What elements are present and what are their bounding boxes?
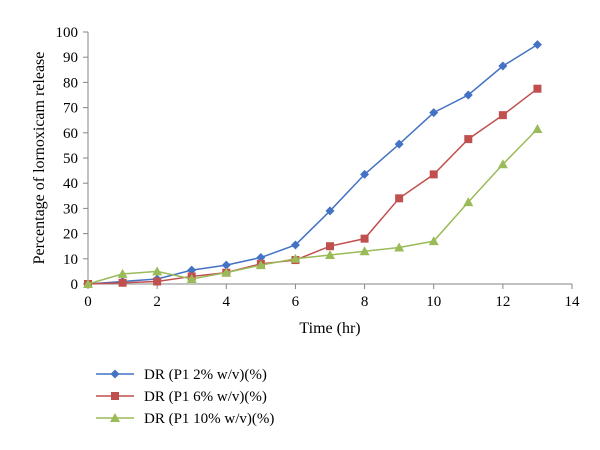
x-tick-label: 2 xyxy=(153,294,161,310)
legend-marker xyxy=(110,369,120,379)
legend-item: DR (P1 6% w/v)(%) xyxy=(96,389,267,405)
y-axis-ticks: 0 10 20 30 40 50 60 70 80 90 100 xyxy=(56,25,88,293)
y-tick-label: 10 xyxy=(63,252,78,268)
data-point xyxy=(359,246,370,256)
y-tick-label: 70 xyxy=(63,101,78,117)
data-point xyxy=(256,253,266,263)
legend-marker xyxy=(111,392,119,400)
data-point xyxy=(464,135,473,144)
series-line xyxy=(87,128,538,285)
data-point xyxy=(394,139,404,149)
x-tick-label: 14 xyxy=(565,294,581,310)
y-tick-label: 20 xyxy=(63,227,78,243)
data-point xyxy=(532,40,542,50)
data-point xyxy=(187,265,197,275)
data-point xyxy=(497,159,508,169)
data-point xyxy=(395,194,404,203)
data-point xyxy=(152,266,163,276)
x-tick-label: 4 xyxy=(223,294,231,310)
data-point xyxy=(153,277,162,286)
data-point xyxy=(429,108,439,118)
data-point xyxy=(428,236,439,246)
legend-label: DR (P1 2% w/v)(%) xyxy=(144,367,267,383)
data-point xyxy=(463,90,473,100)
legend-marker xyxy=(110,413,120,422)
x-tick-label: 12 xyxy=(495,294,510,310)
legend-item: DR (P1 2% w/v)(%) xyxy=(96,367,267,383)
y-tick-label: 40 xyxy=(63,176,78,192)
y-tick-label: 30 xyxy=(63,201,78,217)
data-point xyxy=(429,170,438,179)
series-line xyxy=(87,43,538,285)
data-point xyxy=(325,250,335,260)
series-3 xyxy=(83,124,543,288)
data-point xyxy=(532,124,543,134)
data-point xyxy=(118,278,127,287)
x-tick-label: 6 xyxy=(292,294,300,310)
data-point xyxy=(290,240,300,250)
data-point xyxy=(221,260,231,270)
data-point xyxy=(255,260,266,270)
legend-label: DR (P1 6% w/v)(%) xyxy=(144,389,267,405)
x-tick-label: 8 xyxy=(361,294,369,310)
data-point xyxy=(325,206,335,216)
data-point xyxy=(498,61,508,71)
y-tick-label: 80 xyxy=(63,75,78,91)
legend: DR (P1 2% w/v)(%) DR (P1 6% w/v)(%) DR (P1… xyxy=(96,367,274,427)
data-point xyxy=(498,111,507,120)
data-point xyxy=(394,242,405,252)
series-line xyxy=(87,88,538,285)
legend-label: DR (P1 10% w/v)(%) xyxy=(144,411,274,427)
x-tick-label: 10 xyxy=(426,294,441,310)
y-tick-label: 60 xyxy=(63,126,78,142)
y-tick-label: 100 xyxy=(56,25,79,41)
legend-item: DR (P1 10% w/v)(%) xyxy=(96,411,274,427)
data-point xyxy=(360,234,369,243)
data-point xyxy=(83,279,93,288)
data-point xyxy=(326,242,334,251)
data-point xyxy=(221,267,232,277)
data-point xyxy=(290,253,301,263)
series-layer xyxy=(83,40,543,289)
data-point xyxy=(360,169,370,179)
y-tick-label: 50 xyxy=(63,151,78,167)
x-axis-ticks: 0 2 4 6 8 10 12 14 xyxy=(84,284,580,310)
data-point xyxy=(117,268,128,278)
data-point xyxy=(533,84,542,93)
y-tick-label: 0 xyxy=(71,277,79,293)
data-point xyxy=(186,273,197,283)
x-axis-title: Time (hr) xyxy=(299,320,360,337)
series-1 xyxy=(83,40,542,289)
data-point xyxy=(463,197,474,207)
y-axis-title: Percentage of lornoxicam release xyxy=(31,52,48,265)
y-tick-label: 90 xyxy=(63,50,78,66)
x-tick-label: 0 xyxy=(84,294,92,310)
